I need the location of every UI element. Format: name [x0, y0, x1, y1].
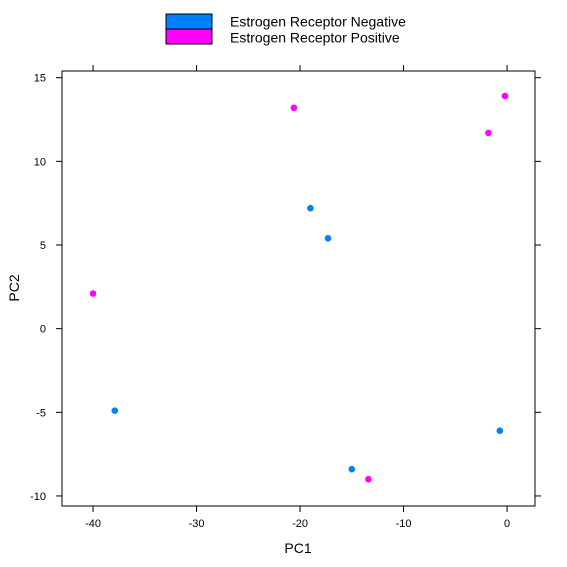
- data-point-er-negative: [307, 204, 314, 212]
- y-tick-label: 10: [34, 156, 46, 168]
- data-point-er-negative: [348, 465, 356, 473]
- x-tick-label: -20: [292, 518, 308, 530]
- y-tick-label: -10: [30, 491, 46, 503]
- data-point-er-positive: [290, 104, 298, 112]
- x-tick-label: -40: [85, 518, 101, 530]
- data-point-er-negative: [496, 427, 504, 435]
- plot-frame: [61, 70, 536, 507]
- legend-label-negative: Estrogen Receptor Negative: [230, 14, 406, 30]
- legend-label-positive: Estrogen Receptor Positive: [230, 30, 400, 46]
- y-tick-label: 15: [34, 73, 46, 85]
- legend-swatch-positive: [165, 28, 213, 45]
- axis-ticks: -40 -30 -20 -10 0 -10 -5 0 5 10 15: [30, 65, 541, 530]
- data-point-er-positive: [89, 290, 97, 297]
- x-axis-label: PC1: [284, 540, 311, 556]
- y-tick-label: 5: [40, 240, 46, 252]
- data-point-er-negative: [324, 235, 332, 242]
- x-tick-label: -10: [396, 518, 412, 530]
- data-point-er-negative: [111, 407, 119, 414]
- y-tick-label: 0: [40, 324, 46, 336]
- x-tick-label: 0: [504, 518, 510, 530]
- legend: Estrogen Receptor Negative Estrogen Rece…: [165, 13, 406, 46]
- y-axis-label: PC2: [6, 274, 22, 301]
- data-point-er-positive: [501, 92, 509, 100]
- x-tick-label: -30: [189, 518, 205, 530]
- legend-swatch-negative: [165, 13, 213, 30]
- y-tick-label: -5: [36, 407, 46, 419]
- data-points: [89, 92, 509, 483]
- data-point-er-positive: [365, 475, 372, 483]
- data-point-er-positive: [485, 129, 492, 137]
